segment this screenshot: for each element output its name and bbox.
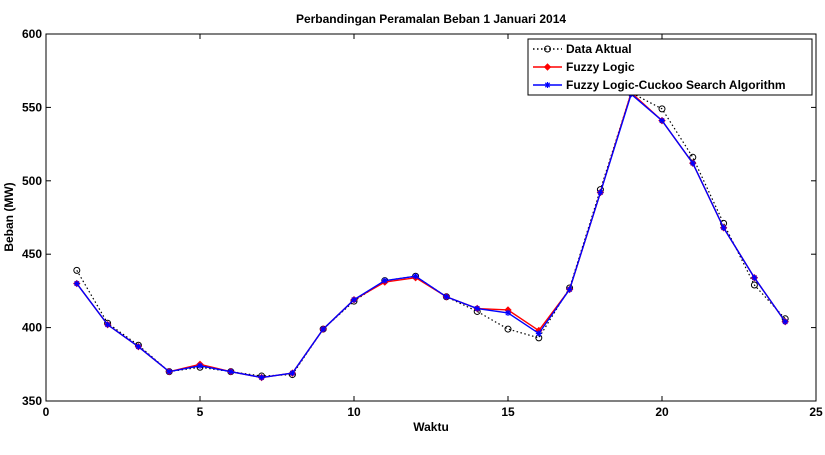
legend: Data Aktual Fuzzy Logic Fuzzy Logic-Cuckoo… xyxy=(527,38,813,96)
legend-box xyxy=(527,38,813,96)
data-point xyxy=(412,273,419,280)
data-point xyxy=(227,368,234,375)
data-point xyxy=(258,374,265,381)
data-point xyxy=(166,368,173,375)
data-point xyxy=(566,286,573,293)
data-point xyxy=(504,325,512,333)
data-point xyxy=(751,274,758,281)
series-data-aktual xyxy=(73,89,789,380)
data-point xyxy=(289,370,296,377)
data-point xyxy=(689,160,696,167)
legend-marker xyxy=(544,82,551,88)
data-point xyxy=(505,309,511,316)
x-tick-label: 0 xyxy=(43,405,50,419)
y-tick-label: 450 xyxy=(22,247,42,261)
chart-title: Perbandingan Peramalan Beban 1 Januari 2… xyxy=(296,12,566,26)
series-line-data-aktual xyxy=(76,91,786,377)
legend-marker xyxy=(543,63,552,71)
data-point xyxy=(658,105,666,113)
data-point xyxy=(782,318,789,325)
series-fuzzy-logic xyxy=(73,89,789,382)
series-layer xyxy=(73,89,789,382)
legend-label: Fuzzy Logic xyxy=(566,60,635,74)
data-point xyxy=(535,330,542,337)
legend-marker xyxy=(544,45,551,53)
series-fuzzy-logic-cuckoo-search-algorithm xyxy=(73,91,789,381)
data-point xyxy=(197,362,203,369)
data-point xyxy=(73,280,80,287)
y-axis-label: Beban (MW) xyxy=(2,182,16,251)
data-point xyxy=(381,277,388,284)
legend-entry: Data Aktual xyxy=(533,42,632,56)
series-line-fuzzy-logic-cuckoo-search-algorithm xyxy=(76,92,786,379)
y-tick-label: 500 xyxy=(22,174,42,188)
y-tick-label: 550 xyxy=(22,100,42,114)
y-tick-label: 350 xyxy=(22,394,42,408)
x-tick-label: 15 xyxy=(501,405,515,419)
x-tick-label: 10 xyxy=(347,405,361,419)
data-point xyxy=(104,321,111,328)
data-point xyxy=(720,224,727,231)
data-point xyxy=(474,305,481,312)
data-point xyxy=(597,189,604,196)
data-point xyxy=(351,296,357,303)
legend-label: Data Aktual xyxy=(566,42,632,56)
x-axis-label: Waktu xyxy=(413,420,449,434)
legend-entry: Fuzzy Logic xyxy=(533,60,635,74)
axis-layer: Waktu Beban (MW) xyxy=(2,33,817,434)
x-tick-label: 5 xyxy=(197,405,204,419)
x-tick-label: 20 xyxy=(655,405,669,419)
data-point xyxy=(135,343,142,350)
title-layer: Perbandingan Peramalan Beban 1 Januari 2… xyxy=(296,12,566,26)
data-point xyxy=(750,281,758,289)
data-point xyxy=(659,117,665,124)
x-tick-label: 25 xyxy=(809,405,823,419)
legend-entry: Fuzzy Logic-Cuckoo Search Algorithm xyxy=(533,78,786,92)
data-point xyxy=(73,266,81,274)
data-point xyxy=(443,293,450,300)
ticks-layer: 0 5 10 15 20 25 350 400 450 500 550 600 xyxy=(22,27,823,419)
plot-area-frame xyxy=(45,33,817,402)
legend-label: Fuzzy Logic-Cuckoo Search Algorithm xyxy=(566,78,786,92)
y-tick-label: 400 xyxy=(22,321,42,335)
data-point xyxy=(320,326,327,333)
y-tick-label: 600 xyxy=(22,27,42,41)
